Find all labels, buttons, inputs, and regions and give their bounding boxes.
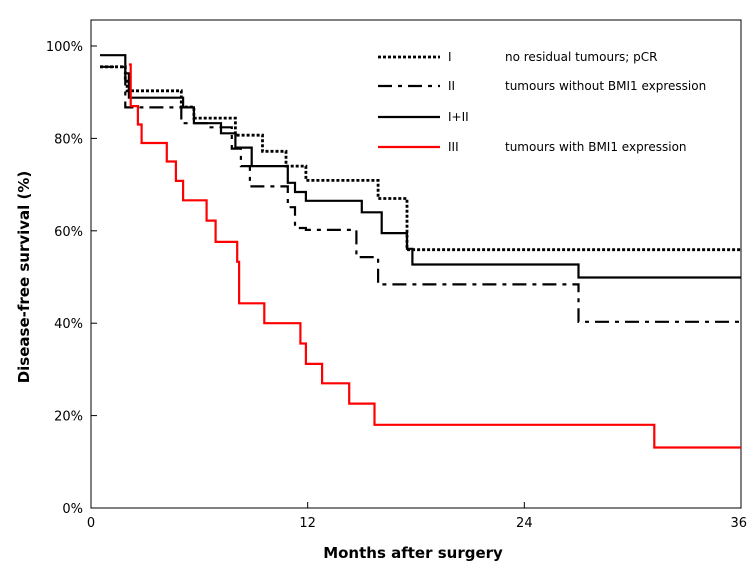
- y-tick-label: 40%: [54, 317, 83, 332]
- legend-series-name: no residual tumours; pCR: [505, 50, 657, 64]
- series-line-iii: [128, 63, 741, 449]
- plot-frame: [90, 19, 742, 509]
- legend-group-label: I: [448, 50, 452, 64]
- y-axis-title: Disease-free survival (%): [15, 171, 33, 384]
- x-axis-title: Months after surgery: [323, 544, 503, 562]
- y-tick-label: 100%: [46, 40, 83, 55]
- series-line-i: [100, 65, 741, 252]
- legend-group-label: I+II: [448, 110, 469, 124]
- legend-group-label: III: [448, 140, 459, 154]
- legend-series-name: tumours without BMI1 expression: [505, 79, 706, 93]
- y-tick-label: 0%: [62, 502, 83, 517]
- y-tick-label: 80%: [54, 132, 83, 147]
- series-line-ii: [100, 65, 741, 323]
- legend-group-label: II: [448, 79, 455, 93]
- x-tick-label: 0: [87, 516, 95, 531]
- x-tick-label: 12: [299, 516, 316, 531]
- y-tick-label: 20%: [54, 410, 83, 425]
- series-layer: [100, 54, 741, 449]
- series-line-i-plus-ii: [100, 54, 741, 279]
- legend-series-name: tumours with BMI1 expression: [505, 140, 687, 154]
- x-tick-label: 36: [730, 516, 747, 531]
- axis-ticks: 0% 20% 40% 60% 80% 100% 0 12 24 36: [46, 40, 747, 531]
- x-tick-label: 24: [516, 516, 533, 531]
- plot-border: [90, 19, 742, 509]
- y-tick-label: 60%: [54, 225, 83, 240]
